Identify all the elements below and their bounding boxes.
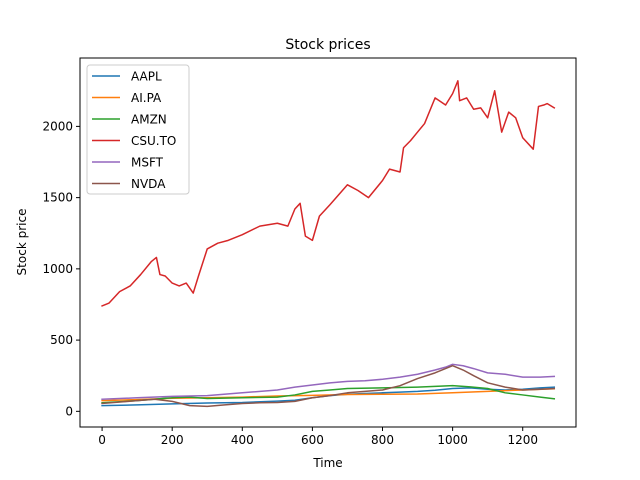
y-tick-label: 1500 (42, 191, 73, 205)
legend-box (86, 64, 190, 195)
x-tick-label: 1000 (437, 433, 468, 447)
legend-label-aapl: AAPL (131, 70, 162, 84)
legend-label-ai-pa: AI.PA (131, 91, 162, 105)
y-axis-label: Stock price (15, 209, 29, 276)
y-tick-label: 1000 (42, 262, 73, 276)
y-axis-ticks: 0 500 1000 1500 2000 (42, 119, 80, 418)
legend-label-csu-to: CSU.TO (131, 134, 176, 148)
x-tick-label: 600 (301, 433, 324, 447)
x-axis-ticks: 0 200 400 600 800 1000 1200 (98, 427, 538, 447)
plot-frame (79, 57, 577, 428)
y-tick-label: 2000 (42, 119, 73, 133)
legend-label-amzn: AMZN (131, 113, 167, 127)
x-axis-label: Time (312, 456, 342, 470)
legend-label-msft: MSFT (131, 156, 164, 170)
legend-label-nvda: NVDA (131, 177, 166, 191)
x-tick-label: 0 (98, 433, 106, 447)
series-line-csu-to (101, 80, 556, 307)
chart-title: Stock prices (285, 37, 370, 53)
x-tick-label: 800 (371, 433, 394, 447)
x-tick-label: 400 (231, 433, 254, 447)
series-line-amzn (101, 384, 556, 404)
x-tick-label: 1200 (507, 433, 538, 447)
y-tick-label: 500 (50, 333, 73, 347)
y-tick-label: 0 (65, 404, 73, 418)
legend-items: AAPL AI.PA AMZN CSU.TO MSFT NVDA (92, 70, 176, 191)
legend: AAPL AI.PA AMZN CSU.TO MSFT NVDA (86, 64, 190, 195)
series-layer (101, 80, 556, 408)
series-line-aapl (101, 386, 556, 407)
series-line-nvda (101, 364, 556, 408)
x-tick-label: 200 (161, 433, 184, 447)
series-line-msft (101, 363, 556, 400)
